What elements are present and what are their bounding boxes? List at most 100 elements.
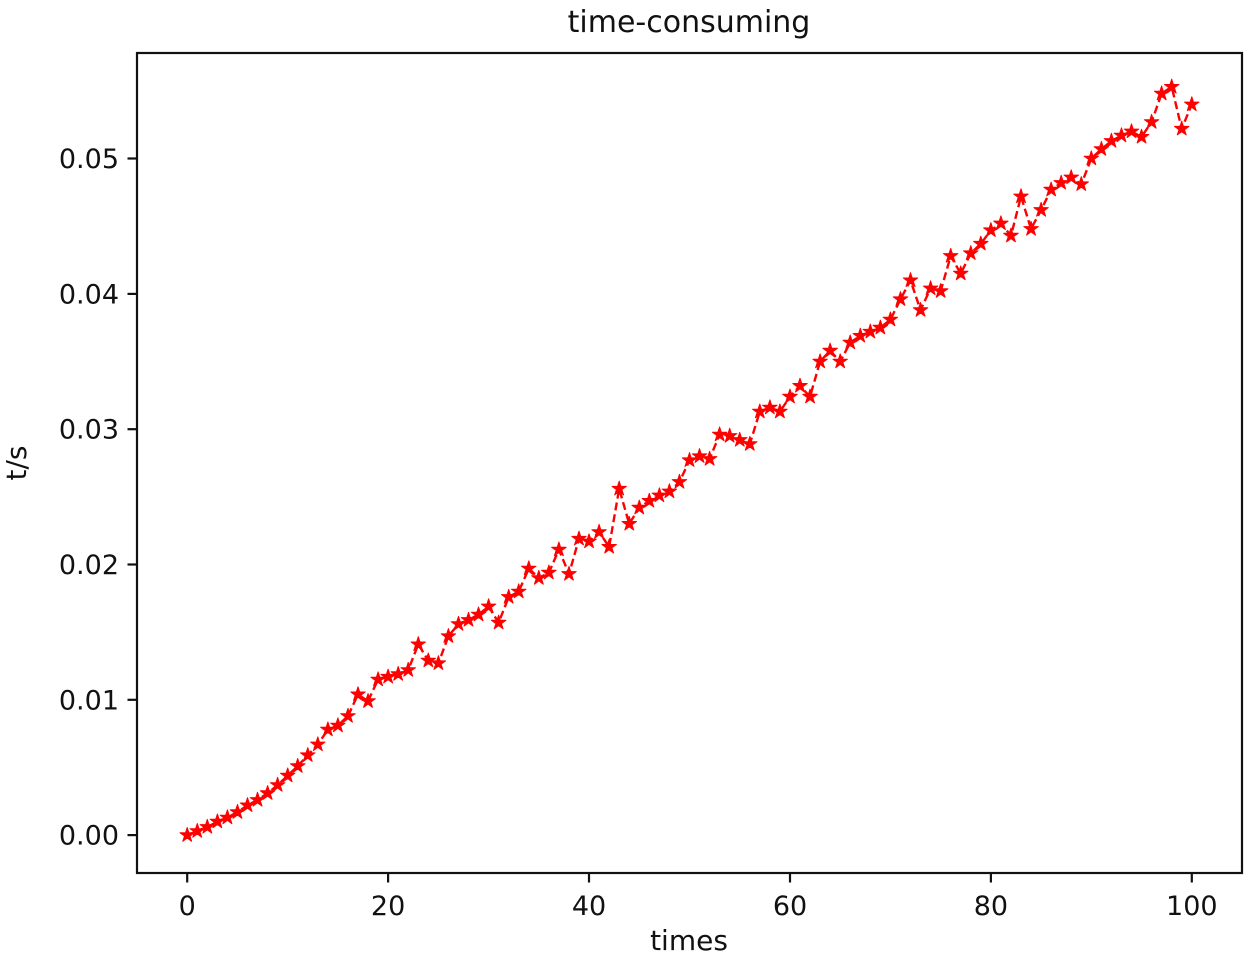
star-marker: [993, 215, 1009, 231]
star-marker: [822, 342, 838, 358]
star-marker: [1164, 78, 1180, 94]
star-marker: [501, 588, 517, 604]
star-marker: [521, 560, 537, 576]
star-marker: [571, 530, 587, 546]
star-marker: [460, 611, 477, 627]
star-marker: [420, 652, 436, 668]
star-marker: [380, 668, 396, 684]
star-marker: [490, 614, 507, 630]
star-marker: [722, 427, 738, 443]
star-marker: [330, 717, 346, 733]
star-marker: [661, 483, 678, 499]
star-marker: [641, 492, 657, 508]
star-marker: [561, 565, 577, 581]
star-marker: [1063, 169, 1079, 185]
y-axis-label: t/s: [0, 446, 33, 481]
star-marker: [852, 327, 868, 343]
star-marker: [631, 499, 647, 515]
star-marker: [752, 403, 768, 419]
star-marker: [591, 523, 607, 539]
star-marker: [782, 388, 798, 404]
star-marker: [280, 767, 296, 783]
star-marker: [742, 436, 758, 451]
x-tick-label: 20: [371, 891, 405, 922]
star-marker: [983, 222, 999, 237]
y-tick-label: 0.03: [59, 415, 119, 446]
star-marker: [892, 291, 909, 306]
star-marker: [340, 707, 356, 723]
star-marker: [732, 431, 748, 447]
star-marker: [239, 797, 256, 812]
star-marker: [943, 247, 959, 263]
star-marker: [681, 452, 698, 467]
star-marker: [1033, 201, 1049, 217]
star-marker: [792, 377, 808, 393]
star-marker: [832, 353, 848, 369]
star-marker: [922, 280, 939, 296]
star-marker: [480, 598, 497, 614]
star-marker: [410, 636, 426, 651]
star-marker: [973, 235, 989, 251]
star-marker: [541, 564, 557, 580]
star-marker: [199, 818, 215, 834]
star-marker: [812, 353, 828, 369]
plot-border: [135, 51, 1244, 875]
star-marker: [430, 655, 447, 670]
y-axis-ticks: 0.00 0.01 0.02 0.03 0.04 0.05: [59, 144, 137, 852]
star-marker: [310, 736, 326, 752]
star-marker: [932, 283, 949, 298]
star-marker: [1073, 176, 1089, 191]
y-tick-label: 0.04: [59, 279, 119, 310]
star-marker: [249, 791, 266, 807]
star-marker: [290, 758, 306, 773]
star-marker: [1013, 188, 1029, 204]
x-axis-ticks: 0 20 40 60 80 100: [179, 873, 1218, 922]
chart-title: time-consuming: [568, 5, 811, 40]
star-marker: [1053, 174, 1069, 190]
star-marker: [551, 541, 567, 557]
star-marker: [1133, 128, 1150, 144]
star-marker: [300, 747, 316, 762]
star-marker: [691, 448, 708, 463]
star-marker: [400, 661, 416, 677]
y-tick-label: 0.00: [59, 821, 119, 852]
y-tick-label: 0.05: [59, 144, 119, 175]
star-marker: [360, 693, 376, 708]
x-tick-label: 80: [974, 891, 1008, 922]
star-marker: [902, 272, 919, 287]
star-marker: [511, 583, 527, 599]
star-marker: [531, 569, 547, 585]
star-marker: [1103, 132, 1120, 148]
star-marker: [370, 671, 386, 687]
star-marker: [802, 388, 818, 404]
star-marker: [1083, 150, 1099, 166]
star-marker: [701, 450, 718, 466]
x-tick-label: 60: [773, 891, 807, 922]
star-marker: [912, 302, 929, 317]
star-marker: [601, 538, 617, 554]
star-marker: [882, 311, 899, 327]
star-marker: [320, 721, 336, 737]
star-marker: [1143, 113, 1160, 129]
x-tick-label: 0: [179, 891, 196, 922]
star-marker: [450, 615, 467, 631]
star-marker: [1153, 85, 1170, 101]
y-tick-label: 0.02: [59, 550, 119, 581]
x-tick-label: 100: [1166, 891, 1218, 922]
star-marker: [581, 533, 597, 549]
star-marker: [651, 487, 668, 503]
y-tick-label: 0.01: [59, 685, 119, 716]
data-series: [179, 78, 1200, 842]
star-marker: [219, 809, 236, 825]
star-marker: [611, 480, 627, 496]
star-marker: [1113, 127, 1130, 143]
star-marker: [1174, 120, 1190, 136]
x-axis-label: times: [650, 924, 728, 957]
star-marker: [963, 245, 979, 260]
star-marker: [671, 473, 688, 489]
star-marker: [350, 686, 366, 701]
star-marker: [953, 265, 969, 281]
star-marker: [762, 399, 778, 415]
